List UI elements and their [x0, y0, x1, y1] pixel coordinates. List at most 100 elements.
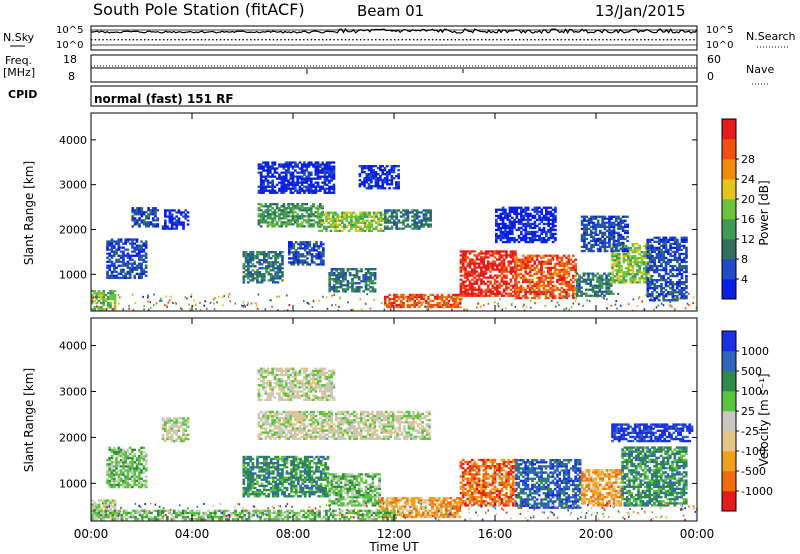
power-cell — [587, 217, 591, 220]
power-cell — [657, 254, 661, 258]
power-cell — [147, 209, 150, 212]
search-noise-dot — [466, 39, 468, 41]
power-cell — [464, 252, 467, 255]
power-cell — [287, 213, 290, 216]
power-cell — [477, 252, 481, 255]
power-cell — [506, 214, 510, 218]
power-cell — [524, 218, 528, 222]
power-cell — [511, 252, 515, 255]
power-cell — [357, 276, 361, 279]
search-noise-dot — [128, 39, 131, 41]
power-cell — [520, 208, 523, 211]
power-cell — [351, 278, 354, 281]
power-cell — [323, 179, 327, 182]
power-cell — [643, 271, 646, 274]
power-cell — [328, 173, 331, 176]
power-cell — [287, 185, 290, 188]
power-cell — [164, 227, 167, 230]
power-cell — [545, 214, 548, 218]
power-cell — [282, 221, 286, 224]
power-cell — [585, 225, 589, 229]
power-cell — [517, 240, 521, 244]
power-cell — [657, 252, 661, 256]
power-cell — [306, 257, 309, 260]
power-cell — [424, 219, 428, 222]
power-cell — [323, 165, 327, 168]
power-cell — [640, 263, 644, 266]
power-cell — [660, 291, 663, 294]
power-cell — [547, 222, 550, 226]
power-cell — [669, 260, 672, 264]
power-cell — [517, 264, 521, 267]
power-cell — [106, 244, 109, 247]
power-cell — [348, 274, 352, 277]
power-cell — [646, 262, 650, 266]
power-cell — [247, 277, 250, 280]
power-cell — [648, 264, 652, 268]
power-cell — [495, 224, 498, 228]
power-cell — [662, 293, 666, 296]
power-cell — [427, 223, 430, 226]
power-cell — [282, 165, 286, 168]
velocity-cell — [117, 483, 121, 487]
power-cell — [676, 287, 679, 290]
power-cell — [505, 252, 508, 255]
power-cell — [514, 292, 517, 295]
power-cell — [388, 299, 392, 303]
power-cell — [142, 270, 146, 274]
power-cell — [294, 161, 297, 164]
power-cell — [553, 284, 557, 288]
power-cell — [269, 213, 272, 216]
power-cell — [524, 296, 527, 300]
power-cell — [415, 227, 419, 230]
power-cell — [151, 213, 155, 216]
power-cell — [531, 222, 535, 226]
power-cell — [397, 175, 400, 178]
power-cell — [330, 272, 334, 275]
power-cell — [535, 270, 539, 274]
power-cell — [363, 179, 366, 182]
power-cell — [643, 257, 646, 260]
power-cell — [108, 244, 112, 247]
power-cell — [109, 289, 112, 293]
power-cell — [653, 270, 656, 274]
power-cell — [542, 222, 546, 226]
power-cell — [502, 250, 506, 253]
power-cell — [294, 261, 298, 264]
power-cell — [291, 173, 295, 176]
power-cell — [266, 169, 270, 172]
power-cell — [253, 277, 257, 280]
power-cell — [594, 217, 598, 220]
power-cell — [500, 260, 504, 263]
power-cell — [381, 187, 385, 190]
power-cell — [272, 267, 275, 270]
power-cell — [126, 240, 130, 243]
power-cell — [375, 215, 378, 218]
power-cell — [621, 225, 625, 229]
power-cell — [106, 304, 110, 307]
power-cell — [128, 266, 132, 270]
power-cell — [303, 171, 306, 174]
velocity-cell — [108, 448, 112, 452]
power-cell — [344, 278, 347, 281]
power-cell — [509, 278, 513, 281]
power-cell — [600, 284, 604, 287]
search-noise-dot — [515, 39, 517, 41]
power-cell — [454, 303, 457, 307]
power-cell — [93, 300, 96, 303]
power-cell — [615, 269, 619, 272]
power-scatter-cell — [606, 298, 608, 301]
power-cell — [551, 216, 555, 220]
power-cell — [404, 225, 408, 228]
power-cell — [102, 302, 106, 305]
power-cell — [415, 303, 419, 307]
power-cell — [133, 254, 137, 257]
power-cell — [355, 276, 359, 279]
power-cell — [456, 305, 460, 309]
power-cell — [612, 243, 616, 247]
power-cell — [142, 223, 146, 226]
power-cell — [126, 270, 130, 274]
power-cell — [119, 276, 123, 280]
power-cell — [542, 290, 546, 294]
power-cell — [126, 264, 130, 267]
